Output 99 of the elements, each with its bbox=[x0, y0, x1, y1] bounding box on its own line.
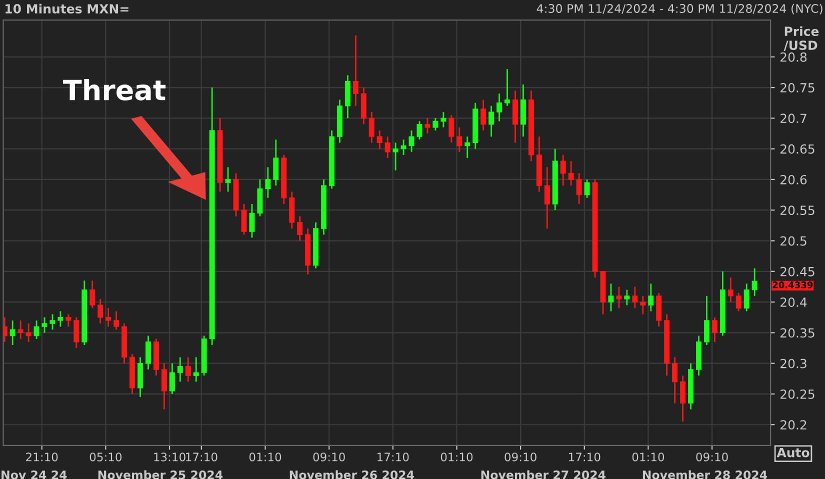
candlestick bbox=[480, 99, 486, 132]
x-tick-label: 05:10 bbox=[90, 452, 122, 462]
y-tick-label: 20.8 bbox=[780, 52, 807, 62]
candlestick bbox=[10, 320, 16, 346]
x-tick-label: 17:10 bbox=[569, 452, 600, 462]
chart-subtitle: 4:30 PM 11/24/2024 - 4:30 PM 11/28/2024 (NYC) bbox=[536, 4, 822, 14]
candlestick bbox=[90, 280, 96, 309]
candlestick bbox=[576, 172, 582, 205]
y-tick-label: 20.25 bbox=[780, 389, 814, 399]
candlestick bbox=[106, 307, 112, 328]
x-tick-label: 09:10 bbox=[696, 452, 728, 462]
candlestick bbox=[376, 130, 382, 150]
candlestick bbox=[680, 374, 686, 422]
candlestick bbox=[185, 356, 191, 382]
candlestick bbox=[352, 34, 358, 107]
x-tick-label: 01:10 bbox=[632, 452, 664, 462]
x2-tick-label: November 26 2024 bbox=[290, 470, 414, 479]
candlestick bbox=[177, 356, 183, 382]
text: 20.4339 bbox=[772, 281, 813, 288]
candlestick bbox=[568, 160, 574, 186]
x-tick-label: 09:10 bbox=[504, 452, 536, 462]
y-tick-label: 20.4 bbox=[780, 298, 807, 307]
candlestick bbox=[408, 130, 414, 153]
candlestick bbox=[424, 117, 430, 134]
candlestick bbox=[456, 126, 462, 153]
candlestick bbox=[560, 154, 566, 186]
candlestick bbox=[297, 216, 303, 242]
y-tick-label: 20.75 bbox=[780, 83, 814, 92]
candlestick bbox=[26, 322, 32, 343]
text: Auto bbox=[776, 448, 810, 458]
candlestick bbox=[58, 310, 64, 328]
candlestick bbox=[66, 314, 72, 328]
chart-title: 10 Minutes MXN= bbox=[6, 4, 128, 14]
candlestick bbox=[273, 138, 279, 186]
x2-tick-label: November 25 2024 bbox=[98, 470, 223, 479]
y-tick-label: 20.65 bbox=[780, 144, 814, 154]
candlestick bbox=[704, 295, 710, 346]
candlestick bbox=[161, 362, 167, 410]
candlestick bbox=[392, 142, 398, 171]
candlestick bbox=[98, 298, 104, 324]
y-tick-label: 20.6 bbox=[780, 174, 807, 184]
candlestick bbox=[42, 316, 48, 334]
y-axis-title: Price /USD bbox=[784, 26, 819, 51]
candlestick bbox=[3, 316, 8, 343]
candlestick bbox=[169, 362, 175, 395]
candlestick bbox=[34, 320, 40, 340]
x-tick-label: 09:10 bbox=[313, 452, 345, 462]
candlestick bbox=[504, 68, 510, 107]
x-tick-label: 17:10 bbox=[186, 452, 218, 462]
candlestick bbox=[18, 320, 24, 340]
candlestick bbox=[50, 314, 56, 330]
candlestick bbox=[496, 92, 502, 122]
candlestick bbox=[616, 286, 622, 309]
candlestick bbox=[416, 120, 422, 140]
candlestick bbox=[744, 282, 750, 312]
candlestick bbox=[544, 166, 550, 230]
candlestick bbox=[728, 276, 734, 303]
candlestick bbox=[632, 286, 638, 309]
candlestick bbox=[448, 114, 454, 144]
x2-tick-label: November 27 2024 bbox=[481, 470, 606, 479]
y-tick-label: 20.45 bbox=[780, 266, 814, 276]
candlestick bbox=[265, 166, 271, 199]
candlestick bbox=[400, 138, 406, 156]
x2-tick-label: Nov 24 24 bbox=[2, 470, 67, 479]
candlestick bbox=[488, 105, 494, 138]
candlestick bbox=[384, 136, 390, 159]
y-tick-label: 20.3 bbox=[780, 358, 806, 368]
candlestick bbox=[368, 111, 374, 144]
y-tick-label: 20.5 bbox=[780, 236, 806, 246]
y-tick-label: 20.55 bbox=[780, 206, 814, 216]
x-tick-label: 01:10 bbox=[440, 452, 473, 462]
y-tick-label: 20.35 bbox=[780, 328, 814, 338]
y-tick-label: 20.7 bbox=[780, 114, 806, 124]
y-tick-label: 20.2 bbox=[780, 420, 806, 430]
candlestick bbox=[74, 316, 80, 349]
candlestick bbox=[712, 316, 718, 343]
candlestick bbox=[432, 117, 438, 132]
x-tick-label: 17:10 bbox=[378, 452, 409, 462]
candlestick bbox=[225, 166, 231, 192]
candlestick bbox=[440, 111, 446, 128]
x-tick-label: 13:10 bbox=[154, 452, 186, 462]
candlestick bbox=[608, 282, 614, 312]
candlestick bbox=[584, 178, 590, 199]
candlestick bbox=[145, 335, 151, 370]
candlestick bbox=[648, 282, 654, 312]
candlestick bbox=[672, 356, 678, 404]
x-tick-label: 21:10 bbox=[26, 452, 58, 462]
candlestick bbox=[249, 203, 255, 238]
x2-tick-label: November 28 2024 bbox=[642, 470, 768, 479]
candlestick bbox=[464, 136, 470, 159]
candlestick bbox=[624, 289, 630, 306]
candlestick bbox=[640, 295, 646, 316]
candlestick bbox=[241, 203, 247, 236]
candlestick bbox=[114, 310, 120, 330]
candlestick bbox=[193, 356, 199, 382]
candlestick bbox=[752, 268, 758, 297]
annotation: Threat bbox=[63, 78, 166, 100]
x-tick-label: 01:10 bbox=[249, 452, 282, 462]
candlestick bbox=[736, 292, 742, 312]
